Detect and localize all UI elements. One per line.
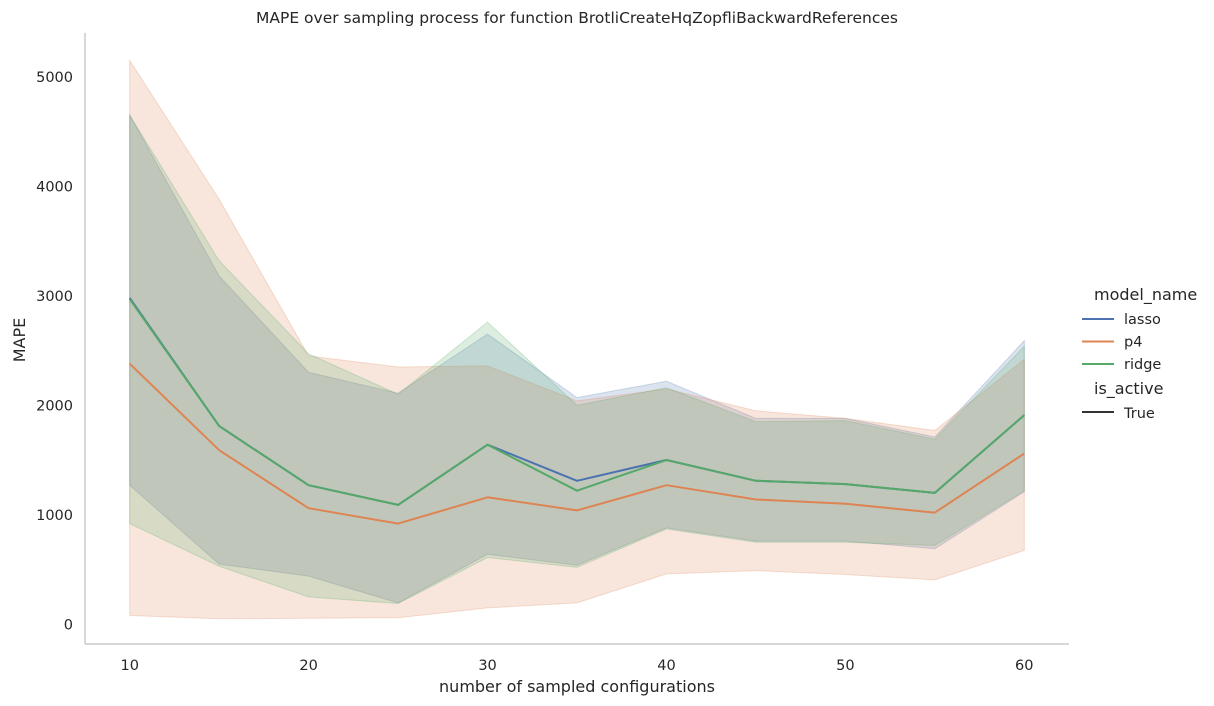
y-tick-label: 5000 [36,70,73,86]
legend-label-p4: p4 [1124,335,1142,351]
x-tick-label: 20 [299,658,317,674]
legend-label-ridge: ridge [1124,357,1161,373]
y-tick-label: 4000 [36,179,73,195]
y-tick-label: 2000 [36,398,73,414]
x-tick-label: 60 [1015,658,1033,674]
legend-style-title: is_active [1094,379,1163,399]
legend-label-lasso: lasso [1124,312,1161,328]
x-tick-label: 30 [478,658,496,674]
legend: model_name lasso p4 ridge is_active True [1082,285,1197,422]
chart-title: MAPE over sampling process for function … [256,9,898,27]
ci-band-p4 [129,58,1025,620]
series-lines [128,297,1025,525]
x-axis-label: number of sampled configurations [439,677,715,696]
x-tick-labels: 10 20 30 40 50 60 [121,658,1034,674]
y-axis-label: MAPE [10,318,29,363]
legend-hue-title: model_name [1094,285,1197,305]
confidence-bands [129,58,1025,620]
series-line-p4 [129,362,1025,525]
series-line-ridge [128,298,1025,506]
x-tick-label: 10 [121,658,139,674]
y-tick-label: 0 [64,617,73,633]
legend-style-entry: True [1123,406,1155,422]
y-tick-label: 1000 [36,508,73,524]
x-tick-label: 40 [657,658,675,674]
ci-band-ridge [129,113,1025,605]
legend-entries: lasso p4 ridge [1082,312,1161,373]
ci-band-lasso [129,113,1025,604]
x-tick-label: 50 [836,658,854,674]
y-tick-labels: 0 1000 2000 3000 4000 5000 [36,70,73,633]
y-tick-label: 3000 [36,289,73,305]
